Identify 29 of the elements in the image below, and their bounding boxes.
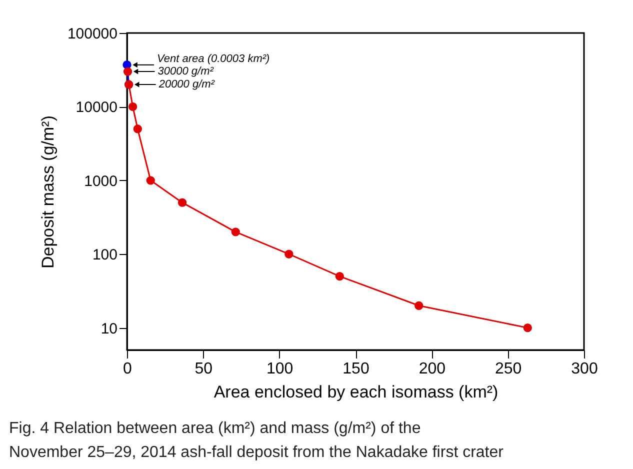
x-tick-label: 0 [123, 360, 132, 378]
y-tick-label: 10 [100, 320, 118, 338]
point [335, 272, 344, 281]
caption: Fig. 4 Relation between area (km²) and mass (g/m²) of the [9, 420, 421, 437]
x-tick-label: 100 [266, 360, 294, 378]
point [231, 228, 240, 236]
x-tick-label: 300 [571, 360, 598, 378]
point [178, 198, 187, 207]
point [146, 176, 155, 185]
annotation: 20000 g/m² [158, 78, 215, 91]
y-tick-label: 1000 [84, 172, 118, 190]
x-tick-label: 250 [494, 360, 522, 378]
annotation: Vent area (0.0003 km²) [157, 52, 270, 65]
text: November 25–29, 2014 ash-fall deposit from the Nakadake first crater [9, 444, 504, 461]
y-tick-label: 100 [92, 246, 118, 264]
point [284, 250, 294, 258]
point [523, 323, 532, 332]
x-tick-label: 150 [342, 360, 370, 378]
point [123, 67, 132, 76]
x-axis-title: Area enclosed by each isomass (km²) [214, 382, 498, 402]
point [133, 124, 142, 134]
y-tick-label: 10000 [76, 99, 118, 116]
x-tick-label: 50 [194, 360, 213, 378]
y-tick-label: 100000 [67, 26, 118, 42]
point [414, 301, 424, 310]
annotation: 30000 g/m² [158, 66, 214, 78]
y-axis-title: Deposit mass (g/m²) [38, 115, 58, 269]
x-tick-label: 200 [418, 360, 446, 378]
point [128, 102, 138, 112]
